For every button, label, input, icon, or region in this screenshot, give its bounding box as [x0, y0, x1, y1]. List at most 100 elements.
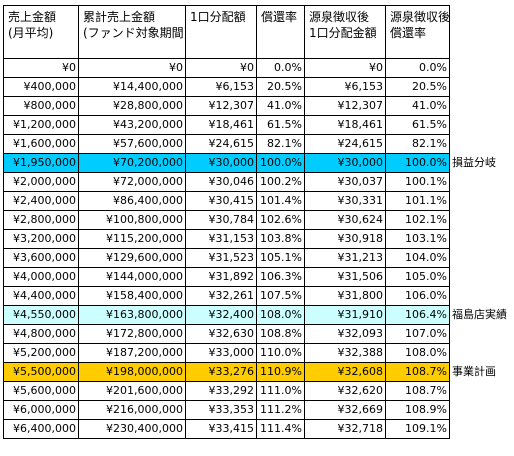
cell-cumulative-sales: ¥0: [78, 58, 186, 78]
cell-redemption-rate: 106.3%: [256, 267, 305, 287]
cell-redemption-rate: 20.5%: [256, 77, 305, 97]
cell-cumulative-sales: ¥187,200,000: [78, 343, 186, 363]
header-subtext: (ファンド対象期間): [83, 26, 186, 40]
cell-redemption-rate: 102.6%: [256, 210, 305, 230]
cell-after-tax-redemption-rate: 108.7%: [385, 381, 450, 401]
cell-cumulative-sales: ¥72,000,000: [78, 172, 186, 192]
header-subtext: (月平均): [8, 26, 54, 40]
table-row: ¥0 ¥0 ¥0 0.0% ¥0 0.0%: [3, 58, 450, 78]
table-row: ¥1,600,000 ¥57,600,000 ¥24,615 82.1% ¥24,615…: [3, 134, 450, 154]
cell-redemption-rate: 82.1%: [256, 134, 305, 154]
cell-after-tax-distribution: ¥32,093: [304, 324, 386, 344]
cell-cumulative-sales: ¥216,000,000: [78, 400, 186, 420]
cell-monthly-sales: ¥2,000,000: [3, 172, 79, 192]
cell-distribution: ¥30,000: [185, 153, 257, 173]
header-cumulative-sales: 累計売上金額 (ファンド対象期間): [78, 5, 186, 59]
header-subtext: 1口分配金額: [309, 26, 377, 40]
cell-after-tax-redemption-rate: 101.1%: [385, 191, 450, 211]
cell-redemption-rate: 108.0%: [256, 305, 305, 325]
cell-monthly-sales: ¥1,200,000: [3, 115, 79, 135]
cell-distribution: ¥32,400: [185, 305, 257, 325]
cell-after-tax-redemption-rate: 103.1%: [385, 229, 450, 249]
cell-after-tax-distribution: ¥30,331: [304, 191, 386, 211]
cell-monthly-sales: ¥4,800,000: [3, 324, 79, 344]
cell-cumulative-sales: ¥86,400,000: [78, 191, 186, 211]
cell-distribution: ¥31,523: [185, 248, 257, 268]
table-row: ¥2,800,000 ¥100,800,000 ¥30,784 102.6% ¥30,6…: [3, 210, 450, 230]
table-row: ¥2,400,000 ¥86,400,000 ¥30,415 101.4% ¥30,33…: [3, 191, 450, 211]
cell-after-tax-redemption-rate: 61.5%: [385, 115, 450, 135]
cell-after-tax-distribution: ¥32,669: [304, 400, 386, 420]
cell-monthly-sales: ¥400,000: [3, 77, 79, 97]
table-row: ¥5,600,000 ¥201,600,000 ¥33,292 111.0% ¥32,6…: [3, 381, 450, 401]
cell-after-tax-distribution: ¥31,506: [304, 267, 386, 287]
header-subtext: 償還率: [390, 26, 427, 40]
cell-after-tax-distribution: ¥30,918: [304, 229, 386, 249]
cell-after-tax-redemption-rate: 20.5%: [385, 77, 450, 97]
cell-cumulative-sales: ¥28,800,000: [78, 96, 186, 116]
table-row: ¥4,400,000 ¥158,400,000 ¥32,261 107.5% ¥31,8…: [3, 286, 450, 306]
cell-monthly-sales: ¥6,000,000: [3, 400, 79, 420]
cell-distribution: ¥31,153: [185, 229, 257, 249]
table-row: ¥5,200,000 ¥187,200,000 ¥33,000 110.0% ¥32,3…: [3, 343, 450, 363]
cell-cumulative-sales: ¥201,600,000: [78, 381, 186, 401]
cell-distribution: ¥0: [185, 58, 257, 78]
table-row: ¥400,000 ¥14,400,000 ¥6,153 20.5% ¥6,153 20.5…: [3, 77, 450, 97]
cell-cumulative-sales: ¥198,000,000: [78, 362, 186, 382]
cell-after-tax-redemption-rate: 106.0%: [385, 286, 450, 306]
cell-cumulative-sales: ¥129,600,000: [78, 248, 186, 268]
cell-distribution: ¥18,461: [185, 115, 257, 135]
row-annotation: 事業計画: [452, 365, 496, 378]
cell-redemption-rate: 61.5%: [256, 115, 305, 135]
cell-distribution: ¥12,307: [185, 96, 257, 116]
cell-cumulative-sales: ¥70,200,000: [78, 153, 186, 173]
cell-distribution: ¥31,892: [185, 267, 257, 287]
cell-redemption-rate: 103.8%: [256, 229, 305, 249]
cell-monthly-sales: ¥3,600,000: [3, 248, 79, 268]
cell-after-tax-redemption-rate: 109.1%: [385, 419, 450, 439]
header-row: 売上金額 (月平均) 累計売上金額 (ファンド対象期間) 1口分配額 償還率 源…: [3, 5, 450, 59]
cell-after-tax-distribution: ¥30,624: [304, 210, 386, 230]
cell-distribution: ¥30,784: [185, 210, 257, 230]
cell-after-tax-distribution: ¥32,620: [304, 381, 386, 401]
cell-monthly-sales: ¥2,400,000: [3, 191, 79, 211]
cell-after-tax-distribution: ¥12,307: [304, 96, 386, 116]
cell-cumulative-sales: ¥158,400,000: [78, 286, 186, 306]
table-row: ¥1,200,000 ¥43,200,000 ¥18,461 61.5% ¥18,461…: [3, 115, 450, 135]
cell-cumulative-sales: ¥144,000,000: [78, 267, 186, 287]
cell-after-tax-distribution: ¥31,910: [304, 305, 386, 325]
cell-monthly-sales: ¥6,400,000: [3, 419, 79, 439]
cell-cumulative-sales: ¥230,400,000: [78, 419, 186, 439]
cell-distribution: ¥33,276: [185, 362, 257, 382]
cell-monthly-sales: ¥4,000,000: [3, 267, 79, 287]
cell-monthly-sales: ¥5,600,000: [3, 381, 79, 401]
cell-after-tax-distribution: ¥32,608: [304, 362, 386, 382]
cell-after-tax-redemption-rate: 82.1%: [385, 134, 450, 154]
cell-cumulative-sales: ¥163,800,000: [78, 305, 186, 325]
header-text: 1口分配額: [190, 10, 246, 24]
cell-after-tax-redemption-rate: 108.7%: [385, 362, 450, 382]
cell-distribution: ¥6,153: [185, 77, 257, 97]
cell-redemption-rate: 100.2%: [256, 172, 305, 192]
cell-after-tax-distribution: ¥30,037: [304, 172, 386, 192]
cell-after-tax-redemption-rate: 104.0%: [385, 248, 450, 268]
cell-monthly-sales: ¥4,550,000: [3, 305, 79, 325]
cell-after-tax-distribution: ¥31,213: [304, 248, 386, 268]
cell-redemption-rate: 110.9%: [256, 362, 305, 382]
table-body: ¥0 ¥0 ¥0 0.0% ¥0 0.0% ¥400,000 ¥14,400,000 ¥6,15…: [3, 58, 450, 439]
cell-redemption-rate: 111.4%: [256, 419, 305, 439]
cell-monthly-sales: ¥1,950,000: [3, 153, 79, 173]
header-text: 源泉徴収後: [390, 10, 450, 24]
table-row: ¥5,500,000 ¥198,000,000 ¥33,276 110.9% ¥32,6…: [3, 362, 450, 382]
cell-distribution: ¥32,261: [185, 286, 257, 306]
table-row: ¥1,950,000 ¥70,200,000 ¥30,000 100.0% ¥30,00…: [3, 153, 450, 173]
cell-distribution: ¥33,415: [185, 419, 257, 439]
cell-after-tax-redemption-rate: 108.9%: [385, 400, 450, 420]
header-redemption-rate: 償還率: [256, 5, 305, 59]
cell-distribution: ¥30,046: [185, 172, 257, 192]
cell-redemption-rate: 108.8%: [256, 324, 305, 344]
cell-redemption-rate: 100.0%: [256, 153, 305, 173]
row-annotation: 福島店実績: [452, 308, 507, 321]
cell-after-tax-redemption-rate: 107.0%: [385, 324, 450, 344]
table-row: ¥2,000,000 ¥72,000,000 ¥30,046 100.2% ¥30,03…: [3, 172, 450, 192]
